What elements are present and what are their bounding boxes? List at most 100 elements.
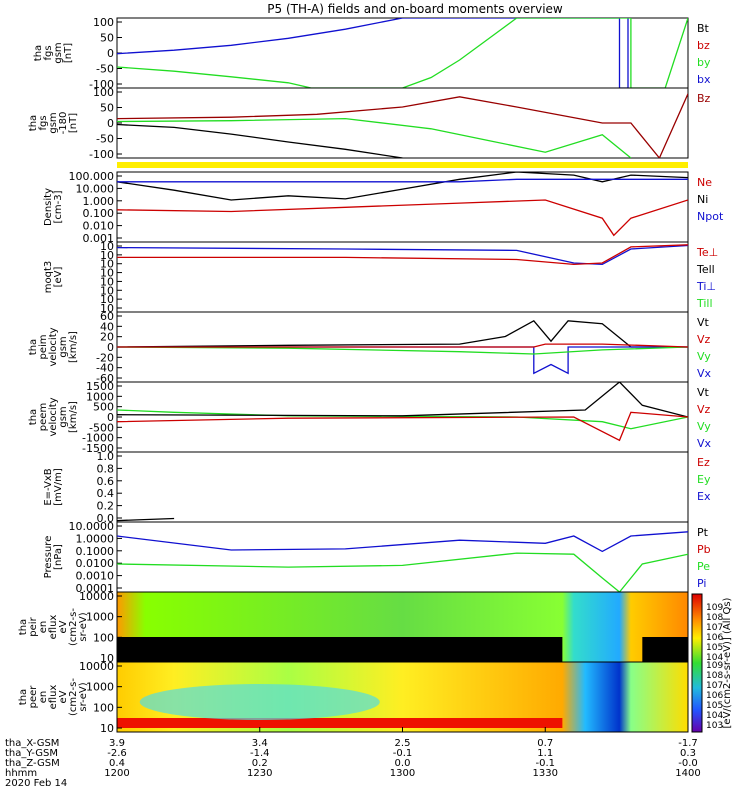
y-tick-label: 100.000 — [69, 170, 115, 183]
series-Bz — [117, 93, 688, 158]
y-axis-label: [km/s] — [68, 401, 79, 433]
panel-peim-vel — [116, 311, 689, 383]
legend-Vx: Vx — [697, 367, 712, 380]
y-tick-label: 40 — [100, 320, 114, 333]
legend-Pe: Pe — [697, 560, 710, 573]
panel-fgs — [116, 17, 689, 89]
panel-density — [116, 171, 689, 243]
y-tick-label: 10 — [100, 267, 114, 280]
time-axis-value-z: -0.1 — [535, 758, 555, 769]
time-axis-value-x: 3.4 — [252, 738, 268, 749]
y-tick-label: 1000 — [86, 611, 114, 624]
y-tick-label: 0.4 — [97, 487, 115, 500]
y-tick-label: -50 — [96, 63, 114, 76]
y-tick-label: 1.0 — [97, 450, 115, 463]
colorbar-tick: 106 — [706, 691, 723, 701]
y-axis-label: tha — [18, 689, 29, 705]
y-axis-label: (cm2-s- — [68, 608, 79, 646]
y-tick-label: 100 — [93, 701, 114, 714]
time-axis-value-x: 0.7 — [537, 738, 553, 749]
series-Vz — [117, 411, 688, 442]
heatmap-low-energy-band — [117, 637, 563, 662]
y-tick-label: 0 — [107, 117, 114, 130]
legend-Pi: Pi — [697, 577, 706, 590]
time-axis-value-y: 0.3 — [680, 748, 696, 759]
y-tick-label: 0.100 — [83, 207, 115, 220]
legend-Npot: Npot — [697, 210, 724, 223]
y-tick-label: 10.0000 — [69, 520, 115, 533]
legend-Tell: Tell — [696, 263, 715, 276]
y-tick-label: 0.010 — [83, 220, 115, 233]
time-axis-value-hhmm: 1330 — [533, 768, 558, 779]
time-axis-value-x: 2.5 — [395, 738, 411, 749]
legend-Vt: Vt — [697, 386, 710, 399]
y-tick-label: 0 — [107, 411, 114, 424]
series-bx — [117, 18, 629, 88]
legend-Ni: Ni — [697, 193, 708, 206]
y-axis-label: velocity — [48, 397, 59, 436]
y-tick-label: 0.2 — [97, 500, 115, 513]
time-axis-row-label: hhmm — [5, 768, 37, 779]
y-tick-label: 10000 — [79, 590, 114, 603]
y-axis-label: gsm — [58, 336, 69, 357]
y-axis-label: tha — [33, 45, 44, 61]
y-tick-label: 20 — [100, 331, 114, 344]
y-axis-label: moqt3 — [43, 261, 54, 294]
time-axis-value-x: 3.9 — [109, 738, 125, 749]
legend-Ex: Ex — [697, 490, 711, 503]
y-tick-label: 10 — [100, 652, 114, 665]
y-tick-label: -60 — [96, 372, 114, 385]
time-axis-value-hhmm: 1400 — [675, 768, 700, 779]
y-tick-label: 0.001 — [83, 232, 115, 245]
series-Pi — [117, 531, 688, 553]
y-axis-label: peer — [28, 685, 39, 709]
heatmap-low-energy-band — [117, 718, 563, 728]
y-axis-label: gsm — [48, 112, 59, 133]
y-tick-label: 0.6 — [97, 475, 115, 488]
y-axis-label: sr-eV) — [78, 612, 89, 641]
time-axis-row-label: tha_X-GSM — [5, 738, 59, 749]
legend-Pb: Pb — [697, 543, 711, 556]
y-axis-label: [cm-3] — [53, 190, 64, 223]
y-axis-label: peem — [38, 403, 49, 431]
series-Vt — [117, 382, 688, 418]
legend-Vz: Vz — [697, 333, 711, 346]
y-axis-label: eflux — [48, 615, 59, 640]
y-axis-label: tha — [18, 619, 29, 635]
series-Bt — [117, 123, 403, 158]
colorbar-tick: 107 — [706, 681, 723, 691]
y-axis-label: [nT] — [68, 113, 79, 133]
y-axis-label: [nPa] — [53, 544, 64, 570]
y-axis-label: tha — [28, 115, 39, 131]
y-tick-label: 0 — [107, 341, 114, 354]
legend-Bz: Bz — [697, 92, 711, 105]
colorbar-tick: 106 — [706, 633, 723, 643]
legend-Pt: Pt — [697, 526, 709, 539]
series-Vy — [117, 346, 688, 355]
y-tick-label: 10 — [100, 275, 114, 288]
panel-peir-spec — [116, 591, 689, 663]
time-axis-value-z: 0.0 — [395, 758, 411, 769]
series-By — [117, 117, 632, 158]
time-axis-value-hhmm: 1200 — [104, 768, 129, 779]
series-Ne — [117, 199, 688, 237]
time-axis-value-z: -0.0 — [678, 758, 698, 769]
y-axis-label: Pressure — [43, 536, 54, 579]
time-axis-value-x: -1.7 — [678, 738, 698, 749]
y-tick-label: 50 — [100, 32, 114, 45]
legend-Vy: Vy — [697, 420, 711, 433]
y-tick-label: -1000 — [82, 432, 114, 445]
y-tick-label: 1.000 — [83, 195, 115, 208]
time-axis-value-hhmm: 1300 — [390, 768, 415, 779]
y-axis-label: eV — [58, 690, 69, 703]
time-axis-value-hhmm: 1230 — [247, 768, 272, 779]
y-tick-label: 0.0010 — [76, 570, 115, 583]
y-tick-label: 1000 — [86, 390, 114, 403]
series-by — [117, 18, 688, 88]
y-tick-label: 10000 — [79, 660, 114, 673]
colorbar-tick: 109 — [706, 603, 723, 613]
y-tick-label: 1500 — [86, 380, 114, 393]
y-tick-label: 60 — [100, 310, 114, 323]
